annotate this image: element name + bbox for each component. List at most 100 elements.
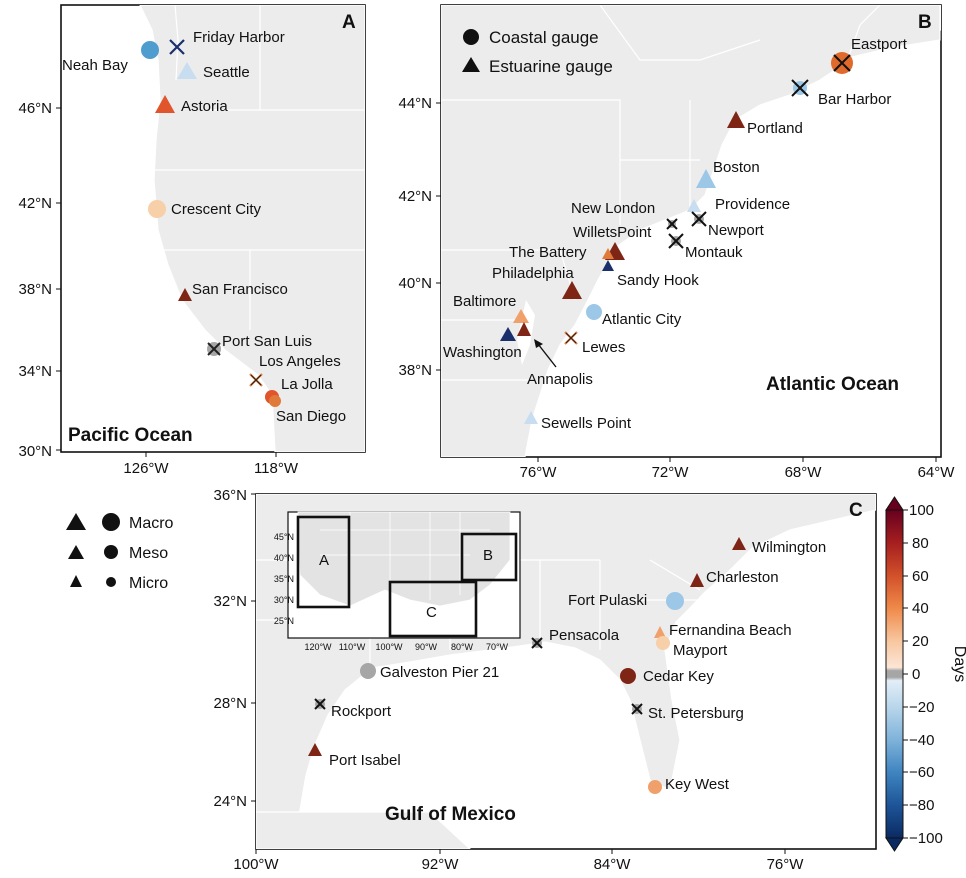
station-los-angeles[interactable]: Los Angeles [249,353,341,387]
station-montauk[interactable]: Montauk [668,233,743,261]
station-galveston-pier-21[interactable]: Galveston Pier 21 [360,663,499,681]
xtick-label: 76°W [767,856,805,873]
station-san-diego[interactable]: San Diego [269,395,346,425]
meso-circle-symbol [104,545,118,559]
station-cedar-key[interactable]: Cedar Key [620,668,714,685]
xtick-label: 92°W [422,856,460,873]
inset-yticks: 45°N 40°N 35°N 30°N 25°N [274,532,294,626]
station-the-battery[interactable]: The Battery [509,244,614,261]
inset-ytick-label: 45°N [274,532,294,542]
station-label: Friday Harbor [193,29,285,46]
macro-triangle-symbol [66,513,86,530]
colorbar-ticks: 100 80 60 40 20 0 −20 −40 −60 −80 −100 [903,502,943,847]
ytick-label: 38°N [18,281,52,298]
inset-box-label: B [483,547,493,564]
station-label: Annapolis [527,371,593,388]
inset-xtick-label: 80°W [451,642,474,652]
ytick-label: 28°N [213,695,247,712]
colorbar-tick-label: −20 [909,699,934,716]
colorbar-tick-label: 0 [912,666,920,683]
station-label: Key West [665,776,730,793]
station-annapolis[interactable]: Annapolis [517,322,593,388]
colorbar-bottom-extend [885,837,904,852]
station-astoria[interactable]: Astoria [155,95,228,115]
station-washington[interactable]: Washington [443,327,522,361]
station-pensacola[interactable]: Pensacola [531,627,620,649]
inset-xtick-label: 120°W [304,642,332,652]
station-philadelphia[interactable]: Philadelphia [492,265,582,299]
station-crescent-city[interactable]: Crescent City [148,200,262,218]
station-label: Washington [443,344,522,361]
station-label: Providence [715,196,790,213]
size-legend-label: Meso [129,545,168,562]
ytick-label: 40°N [398,275,432,292]
inset-ytick-label: 35°N [274,574,294,584]
station-new-london[interactable]: New London [571,200,678,230]
micro-circle-symbol [106,577,116,587]
panel-b-xticks: 76°W 72°W 68°W 64°W [520,457,955,481]
station-label: Astoria [181,98,228,115]
station-label: Los Angeles [259,353,341,370]
station-san-francisco[interactable]: San Francisco [178,281,288,301]
station-label: Philadelphia [492,265,574,282]
size-legend-label: Micro [129,575,168,592]
ytick-label: 34°N [18,363,52,380]
station-baltimore[interactable]: Baltimore [453,293,529,323]
station-label: Sewells Point [541,415,632,432]
station-st-petersburg[interactable]: St. Petersburg [631,703,744,722]
station-providence[interactable]: Providence [687,196,790,213]
ytick-label: 42°N [398,188,432,205]
xtick-label: 118°W [254,460,299,477]
panel-a-stations: Friday Harbor Neah Bay Seattle Astoria C… [62,29,346,425]
colorbar-tick-label: 20 [912,633,929,650]
station-label: WilletsPoint [573,224,652,241]
station-rockport[interactable]: Rockport [314,698,392,720]
station-fernandina-beach[interactable]: Fernandina Beach [654,622,792,639]
station-charleston[interactable]: Charleston [690,569,779,587]
station-mayport[interactable]: Mayport [656,636,728,659]
station-sewells-point[interactable]: Sewells Point [524,411,632,432]
xtick-label: 84°W [594,856,632,873]
xtick-label: 100°W [233,856,279,873]
station-seattle[interactable]: Seattle [177,62,250,81]
station-label: Newport [708,222,765,239]
inset-ytick-label: 40°N [274,553,294,563]
station-boston[interactable]: Boston [696,159,760,188]
coastal-gauge-label: Coastal gauge [489,28,599,47]
station-newport[interactable]: Newport [691,211,765,239]
station-lewes[interactable]: Lewes [564,331,625,356]
panel-a-ocean-label: Pacific Ocean [68,425,193,446]
station-label: Atlantic City [602,311,682,328]
inset-xtick-label: 70°W [486,642,509,652]
station-port-san-luis[interactable]: Port San Luis [207,333,312,356]
station-port-isabel[interactable]: Port Isabel [308,743,401,769]
station-wilmington[interactable]: Wilmington [732,537,826,556]
station-label: Rockport [331,703,392,720]
colorbar-tick-label: 100 [909,502,934,519]
panel-c-yticks: 36°N 32°N 28°N 24°N [213,487,256,810]
station-friday-harbor[interactable]: Friday Harbor [169,29,285,55]
inset-box-a [296,515,351,609]
station-bar-harbor[interactable]: Bar Harbor [791,79,891,108]
inset-box-b [460,532,518,582]
station-label: Cedar Key [643,668,714,685]
station-atlantic-city[interactable]: Atlantic City [586,304,682,328]
colorbar-tick-label: 40 [912,600,929,617]
station-neah-bay[interactable]: Neah Bay [62,41,159,74]
station-eastport[interactable]: Eastport [831,36,908,74]
station-key-west[interactable]: Key West [648,776,730,794]
inset-xtick-label: 100°W [375,642,403,652]
station-label: St. Petersburg [648,705,744,722]
station-label: Crescent City [171,201,262,218]
ytick-label: 44°N [398,95,432,112]
station-fort-pulaski[interactable]: Fort Pulaski [568,592,684,610]
station-sandy-hook[interactable]: Sandy Hook [602,260,699,289]
size-legend: Macro Meso Micro [66,513,174,592]
panel-b-yticks: 44°N 42°N 40°N 38°N [398,95,441,379]
ytick-label: 38°N [398,362,432,379]
ytick-label: 32°N [213,593,247,610]
station-portland[interactable]: Portland [727,111,803,137]
micro-triangle-symbol [70,575,82,587]
station-label: San Francisco [192,281,288,298]
